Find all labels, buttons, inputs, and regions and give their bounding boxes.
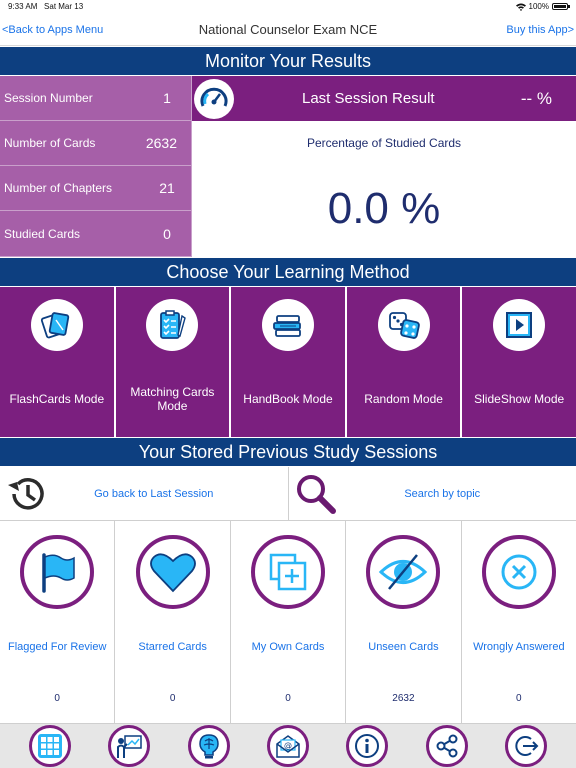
battery-percent: 100%: [528, 2, 549, 11]
category-count: 0: [285, 693, 291, 704]
slideshow-mode-button[interactable]: SlideShow Mode: [462, 287, 576, 437]
bottom-toolbar: @: [0, 723, 576, 768]
category-label: My Own Cards: [251, 641, 325, 653]
share-icon: [436, 734, 458, 758]
category-label: Unseen Cards: [368, 641, 439, 653]
stat-value: 0: [163, 225, 171, 242]
stat-label: Number of Chapters: [4, 181, 113, 195]
my-own-cards-button[interactable]: My Own Cards 0: [231, 521, 347, 723]
status-bar: 9:33 AM Sat Mar 13 100%: [0, 0, 576, 14]
navigation-bar: <Back to Apps Menu National Counselor Ex…: [0, 14, 576, 46]
back-to-apps-link[interactable]: <Back to Apps Menu: [2, 23, 104, 36]
random-mode-button[interactable]: Random Mode: [346, 287, 463, 437]
stored-sessions-header: Your Stored Previous Study Sessions: [0, 437, 576, 467]
category-label: Starred Cards: [138, 641, 207, 653]
exit-button[interactable]: [505, 725, 548, 767]
presentation-button[interactable]: [108, 725, 151, 767]
stat-value: 21: [159, 180, 175, 196]
flashcards-icon: [30, 299, 83, 351]
stat-number-of-cards: Number of Cards 2632: [0, 121, 192, 166]
email-button[interactable]: @: [266, 725, 309, 767]
last-session-result-bar: Last Session Result -- %: [192, 76, 576, 121]
last-session-label: Last Session Result: [302, 90, 435, 107]
stats-panel: Session Number 1 Number of Cards 2632 Nu…: [0, 76, 192, 257]
category-label: Wrongly Answered: [473, 641, 565, 653]
info-icon: [355, 734, 380, 758]
brain-bulb-button[interactable]: [187, 725, 230, 767]
clipboard-checklist-icon: [146, 299, 199, 351]
last-session-value: -- %: [520, 88, 552, 108]
wrongly-answered-button[interactable]: Wrongly Answered 0: [462, 521, 576, 723]
go-back-last-session-button[interactable]: Go back to Last Session: [0, 467, 289, 520]
exit-icon: [515, 736, 539, 756]
go-back-label: Go back to Last Session: [94, 487, 214, 500]
history-icon: [8, 478, 44, 510]
stat-studied-cards: Studied Cards 0: [0, 211, 192, 257]
stored-session-categories: Flagged For Review 0 Starred Cards 0 My …: [0, 521, 576, 723]
method-label: Matching Cards Mode: [130, 385, 215, 413]
stat-session-number: Session Number 1: [0, 76, 192, 121]
learning-methods: FlashCards Mode Matching Cards Mode: [0, 287, 576, 437]
category-count: 0: [169, 693, 176, 704]
grid-menu-button[interactable]: [28, 725, 71, 767]
stat-number-of-chapters: Number of Chapters 21: [0, 166, 192, 211]
info-button[interactable]: [346, 725, 389, 767]
search-icon: [296, 475, 336, 514]
status-time: 9:33 AM Sat Mar 13: [8, 2, 84, 11]
matching-cards-mode-button[interactable]: Matching Cards Mode: [115, 287, 232, 437]
svg-text:@: @: [284, 741, 292, 750]
status-right: 100%: [515, 2, 570, 11]
search-by-topic-button[interactable]: Search by topic: [289, 467, 576, 520]
x-circle-icon: [481, 535, 556, 609]
method-label: SlideShow Mode: [474, 392, 565, 406]
stat-value: 1: [163, 90, 171, 106]
stat-value: 2632: [145, 135, 177, 151]
presentation-icon: [117, 735, 142, 758]
eye-slash-icon: [366, 535, 441, 609]
search-label: Search by topic: [404, 487, 481, 500]
gauge-icon: [194, 78, 234, 119]
dice-icon: [377, 299, 430, 351]
method-label: FlashCards Mode: [9, 392, 105, 406]
buy-app-link[interactable]: Buy this App>: [506, 23, 574, 36]
studied-percentage-label: Percentage of Studied Cards: [306, 136, 462, 150]
play-icon: [493, 299, 546, 351]
books-icon: [261, 299, 314, 351]
studied-percentage-value: 0.0 %: [327, 184, 441, 233]
share-button[interactable]: [425, 725, 468, 767]
stat-label: Session Number: [4, 91, 93, 105]
method-label: HandBook Mode: [243, 392, 333, 406]
flagged-for-review-button[interactable]: Flagged For Review 0: [0, 521, 116, 723]
email-icon: @: [276, 735, 300, 758]
learning-method-header: Choose Your Learning Method: [0, 257, 576, 287]
heart-icon: [135, 535, 210, 609]
category-count: 2632: [392, 693, 415, 704]
unseen-cards-button[interactable]: Unseen Cards 2632: [346, 521, 462, 723]
category-count: 0: [54, 693, 60, 704]
starred-cards-button[interactable]: Starred Cards 0: [115, 521, 231, 723]
stat-label: Number of Cards: [4, 136, 96, 150]
session-actions: Go back to Last Session Search by topic: [0, 467, 576, 521]
battery-icon: [552, 3, 570, 10]
wifi-icon: [515, 3, 526, 11]
stat-label: Studied Cards: [4, 226, 81, 241]
monitor-results-header: Monitor Your Results: [0, 46, 576, 76]
category-label: Flagged For Review: [7, 641, 107, 653]
brain-bulb-icon: [198, 734, 219, 759]
add-card-icon: [251, 535, 326, 609]
handbook-mode-button[interactable]: HandBook Mode: [231, 287, 347, 437]
method-label: Random Mode: [364, 392, 443, 406]
flag-icon: [20, 535, 95, 609]
category-count: 0: [516, 693, 522, 704]
grid-icon: [37, 734, 62, 758]
flashcards-mode-button[interactable]: FlashCards Mode: [0, 287, 116, 437]
